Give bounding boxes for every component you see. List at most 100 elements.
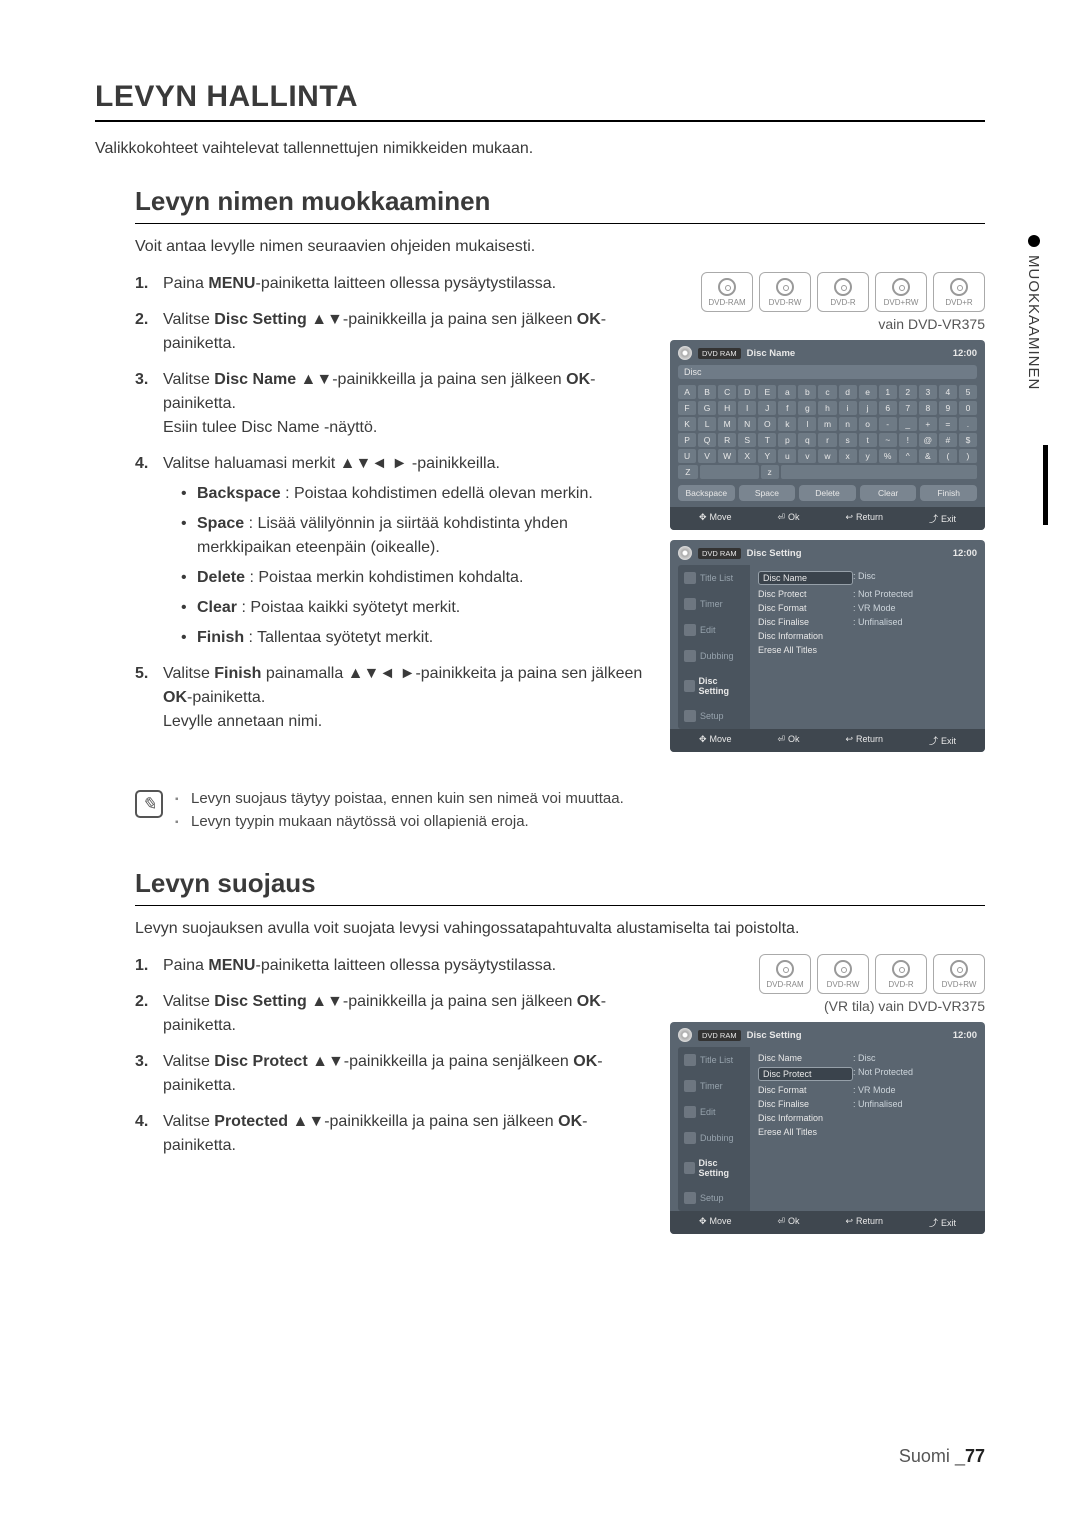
- key[interactable]: m: [818, 417, 836, 431]
- settings-row[interactable]: Disc Finalise: Unfinalised: [758, 617, 969, 627]
- key[interactable]: 5: [959, 385, 977, 399]
- key[interactable]: 3: [919, 385, 937, 399]
- key[interactable]: K: [678, 417, 696, 431]
- key[interactable]: F: [678, 401, 696, 415]
- key[interactable]: g: [798, 401, 816, 415]
- side-item[interactable]: Timer: [678, 1073, 750, 1099]
- key[interactable]: R: [718, 433, 736, 447]
- key[interactable]: 7: [899, 401, 917, 415]
- key[interactable]: B: [698, 385, 716, 399]
- settings-row[interactable]: Disc Name: Disc: [758, 1053, 969, 1063]
- key[interactable]: 2: [899, 385, 917, 399]
- key[interactable]: f: [778, 401, 796, 415]
- key[interactable]: q: [798, 433, 816, 447]
- key[interactable]: ~: [879, 433, 897, 447]
- key[interactable]: d: [839, 385, 857, 399]
- settings-row[interactable]: Disc Information: [758, 631, 969, 641]
- key[interactable]: 6: [879, 401, 897, 415]
- key-z-lower[interactable]: z: [761, 465, 779, 479]
- key[interactable]: 0: [959, 401, 977, 415]
- key[interactable]: !: [899, 433, 917, 447]
- key[interactable]: Q: [698, 433, 716, 447]
- side-item[interactable]: Setup: [678, 1185, 750, 1211]
- settings-row[interactable]: Disc Finalise: Unfinalised: [758, 1099, 969, 1109]
- key[interactable]: P: [678, 433, 696, 447]
- key[interactable]: U: [678, 449, 696, 463]
- side-item[interactable]: Edit: [678, 617, 750, 643]
- key[interactable]: G: [698, 401, 716, 415]
- key[interactable]: E: [758, 385, 776, 399]
- settings-row[interactable]: Disc Name: Disc: [758, 571, 969, 585]
- key[interactable]: &: [919, 449, 937, 463]
- key[interactable]: @: [919, 433, 937, 447]
- key[interactable]: a: [778, 385, 796, 399]
- key[interactable]: W: [718, 449, 736, 463]
- key[interactable]: l: [798, 417, 816, 431]
- fn-key[interactable]: Clear: [860, 485, 917, 501]
- side-item[interactable]: Edit: [678, 1099, 750, 1125]
- key[interactable]: H: [718, 401, 736, 415]
- key[interactable]: o: [859, 417, 877, 431]
- key[interactable]: Y: [758, 449, 776, 463]
- key[interactable]: =: [939, 417, 957, 431]
- fn-key[interactable]: Backspace: [678, 485, 735, 501]
- settings-row[interactable]: Disc Protect: Not Protected: [758, 589, 969, 599]
- key[interactable]: N: [738, 417, 756, 431]
- fn-key[interactable]: Delete: [799, 485, 856, 501]
- key[interactable]: V: [698, 449, 716, 463]
- key[interactable]: n: [839, 417, 857, 431]
- fn-key[interactable]: Finish: [920, 485, 977, 501]
- key[interactable]: 9: [939, 401, 957, 415]
- key[interactable]: u: [778, 449, 796, 463]
- key[interactable]: I: [738, 401, 756, 415]
- key[interactable]: k: [778, 417, 796, 431]
- settings-row[interactable]: Erese All Titles: [758, 645, 969, 655]
- key[interactable]: .: [959, 417, 977, 431]
- settings-row[interactable]: Disc Protect: Not Protected: [758, 1067, 969, 1081]
- fn-key[interactable]: Space: [739, 485, 796, 501]
- settings-row[interactable]: Disc Format: VR Mode: [758, 603, 969, 613]
- key[interactable]: J: [758, 401, 776, 415]
- key[interactable]: y: [859, 449, 877, 463]
- side-item[interactable]: Timer: [678, 591, 750, 617]
- key[interactable]: 1: [879, 385, 897, 399]
- key[interactable]: %: [879, 449, 897, 463]
- side-item[interactable]: Disc Setting: [678, 1151, 750, 1185]
- key[interactable]: 4: [939, 385, 957, 399]
- key[interactable]: M: [718, 417, 736, 431]
- key[interactable]: L: [698, 417, 716, 431]
- key[interactable]: T: [758, 433, 776, 447]
- key[interactable]: S: [738, 433, 756, 447]
- key[interactable]: h: [818, 401, 836, 415]
- key[interactable]: _: [899, 417, 917, 431]
- key[interactable]: c: [818, 385, 836, 399]
- key[interactable]: O: [758, 417, 776, 431]
- key[interactable]: $: [959, 433, 977, 447]
- side-item[interactable]: Dubbing: [678, 643, 750, 669]
- side-item[interactable]: Disc Setting: [678, 669, 750, 703]
- settings-row[interactable]: Disc Information: [758, 1113, 969, 1123]
- key[interactable]: e: [859, 385, 877, 399]
- key[interactable]: -: [879, 417, 897, 431]
- key[interactable]: j: [859, 401, 877, 415]
- key[interactable]: #: [939, 433, 957, 447]
- settings-row[interactable]: Disc Format: VR Mode: [758, 1085, 969, 1095]
- side-item[interactable]: Title List: [678, 565, 750, 591]
- key[interactable]: ^: [899, 449, 917, 463]
- key[interactable]: 8: [919, 401, 937, 415]
- key[interactable]: r: [818, 433, 836, 447]
- key[interactable]: b: [798, 385, 816, 399]
- key[interactable]: D: [738, 385, 756, 399]
- key-Z[interactable]: Z: [678, 465, 698, 479]
- key[interactable]: (: [939, 449, 957, 463]
- key[interactable]: X: [738, 449, 756, 463]
- key[interactable]: p: [778, 433, 796, 447]
- key[interactable]: A: [678, 385, 696, 399]
- side-item[interactable]: Dubbing: [678, 1125, 750, 1151]
- key[interactable]: v: [798, 449, 816, 463]
- key[interactable]: w: [818, 449, 836, 463]
- key[interactable]: i: [839, 401, 857, 415]
- key[interactable]: t: [859, 433, 877, 447]
- side-item[interactable]: Title List: [678, 1047, 750, 1073]
- side-item[interactable]: Setup: [678, 703, 750, 729]
